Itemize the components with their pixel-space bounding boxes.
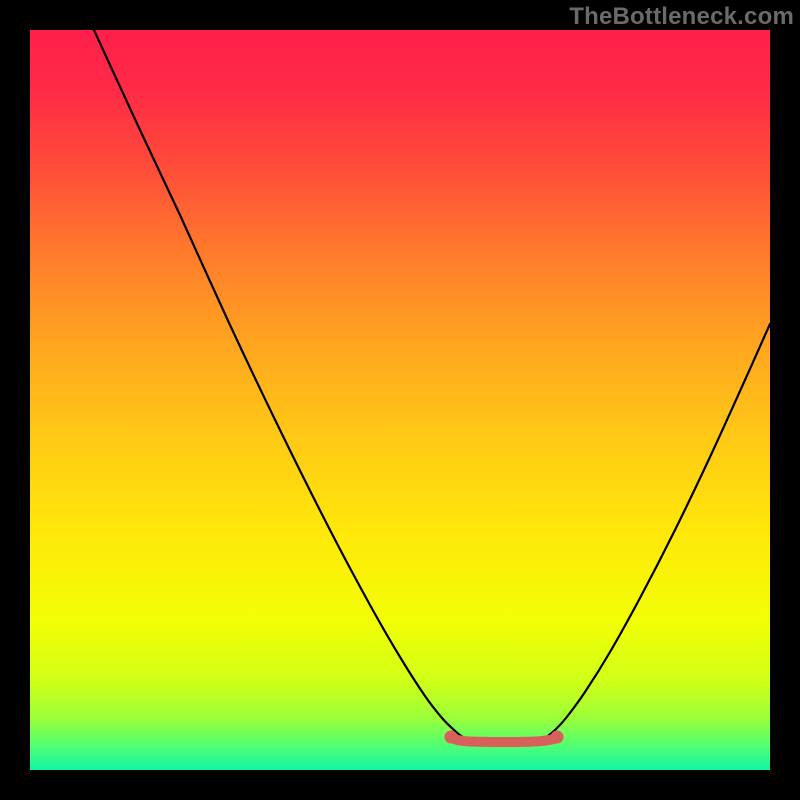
flat-highlight — [454, 739, 554, 742]
main-curve — [94, 30, 770, 740]
endpoint-dot — [551, 731, 564, 744]
endpoint-dot — [445, 731, 458, 744]
bottleneck-curve-svg — [30, 30, 770, 770]
plot-area — [30, 30, 770, 770]
watermark-text: TheBottleneck.com — [569, 3, 794, 31]
